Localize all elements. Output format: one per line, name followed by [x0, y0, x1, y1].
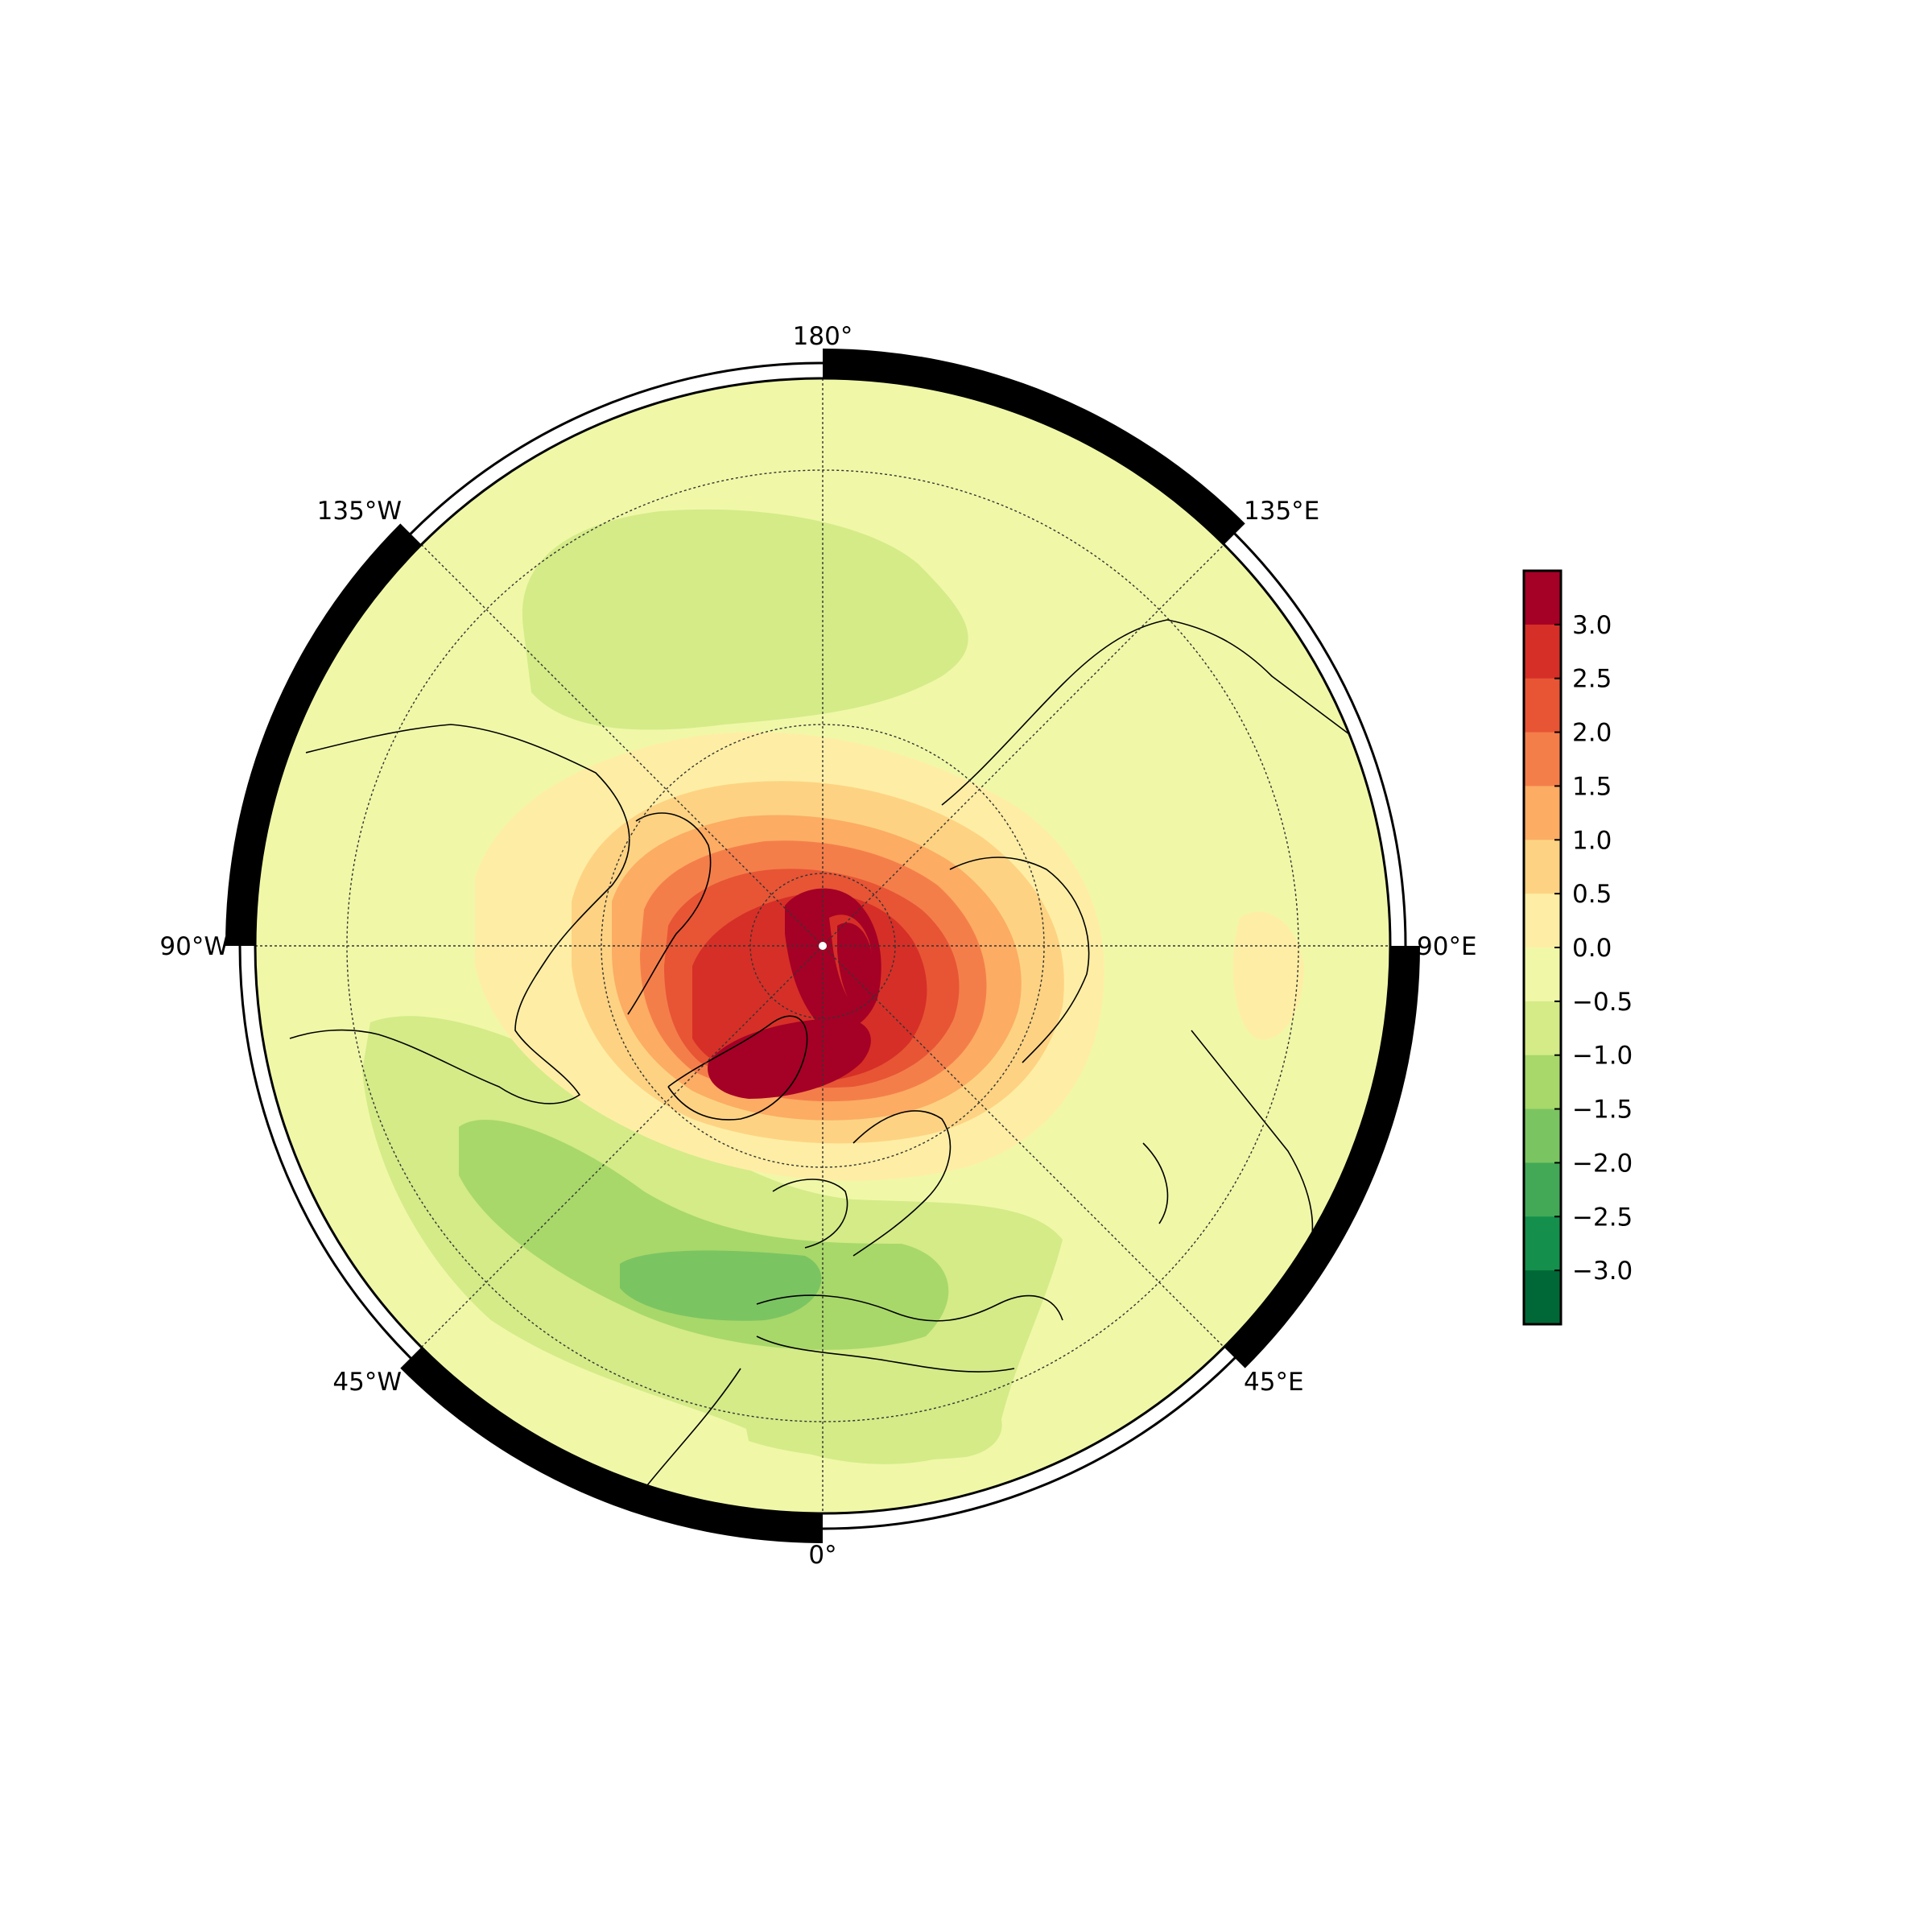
colorbar-tick-label: 0.0 [1572, 934, 1612, 963]
colorbar-tick-label: 2.0 [1572, 719, 1612, 748]
lon-label-90e: 90°E [1417, 932, 1477, 961]
coast-africa [643, 1335, 1015, 1490]
colorbar-tick-label: 1.0 [1572, 826, 1612, 855]
colorbar-swatch [1524, 571, 1561, 625]
border-segment [400, 349, 823, 545]
border-segment [400, 1347, 823, 1543]
lon-label-135e: 135°E [1244, 497, 1319, 526]
contour-negative-atlantic-2 [459, 1120, 949, 1350]
colorbar-tick-label: 2.5 [1572, 665, 1612, 694]
contour-negative-pacific [522, 509, 968, 730]
colorbar-swatch [1524, 786, 1561, 840]
longitude-labels: 180° 135°E 90°E 45°E 0° 45°W 90°W 135°W [159, 322, 1476, 1570]
colorbar: 3.0 2.5 2.0 1.5 1.0 0.5 0.0 −0.5 −1.0 −1.5 −2.0 −2.… [1522, 569, 1633, 1326]
colorbar-swatches [1524, 571, 1561, 1325]
contour-negative-atlantic-3 [620, 1250, 822, 1321]
colorbar-swatch [1524, 1108, 1561, 1163]
border-segment [1224, 946, 1420, 1368]
colorbar-swatch [1524, 1270, 1561, 1325]
lon-label-135w: 135°W [317, 497, 402, 526]
colorbar-swatch [1524, 894, 1561, 948]
lon-label-45w: 45°W [332, 1368, 402, 1397]
map-edge [254, 377, 1392, 1515]
coast-siberia [949, 857, 1090, 1063]
coast-asia [941, 619, 1369, 806]
coastlines [289, 619, 1369, 1490]
coast-greenland [667, 1015, 808, 1121]
colorbar-tick-label: 0.5 [1572, 880, 1612, 909]
border-segment [225, 523, 422, 946]
border-segment [823, 1347, 1245, 1543]
contour-positive-0-east [1232, 911, 1304, 1040]
lon-label-180: 180° [793, 322, 853, 351]
border-segment [225, 946, 422, 1368]
colorbar-tick-label: −0.5 [1572, 988, 1633, 1017]
colorbar-tick-label: 3.0 [1572, 611, 1612, 640]
colorbar-swatch [1524, 1162, 1561, 1217]
contour-negative-africa [741, 1387, 1002, 1460]
colorbar-tick-label: −1.5 [1572, 1096, 1633, 1125]
coast-north-america [289, 724, 630, 1104]
coast-canada-arctic [627, 812, 712, 1015]
anomaly-contour-fills [362, 509, 1304, 1464]
coast-mediterranean [756, 1294, 1063, 1322]
north-pole-marker [819, 942, 827, 950]
border-segment [1224, 523, 1420, 946]
colorbar-swatch [1524, 1055, 1561, 1110]
colorbar-swatch [1524, 678, 1561, 733]
colorbar-tick-label: −2.5 [1572, 1203, 1633, 1232]
colorbar-tick-label: −3.0 [1572, 1257, 1633, 1286]
lon-label-0: 0° [808, 1541, 836, 1570]
lon-label-45e: 45°E [1244, 1368, 1304, 1397]
map-border-ring [225, 349, 1420, 1543]
colorbar-swatch [1524, 1216, 1561, 1271]
colorbar-swatch [1524, 840, 1561, 894]
colorbar-swatch [1524, 732, 1561, 786]
colorbar-swatch [1524, 1001, 1561, 1056]
contour-positive-30-d [837, 923, 873, 1010]
lon-label-90w: 90°W [159, 932, 229, 961]
colorbar-swatch [1524, 624, 1561, 679]
coast-europe [772, 1110, 952, 1257]
colorbar-tick-label: −1.0 [1572, 1042, 1633, 1071]
border-segment [823, 349, 1245, 545]
colorbar-ticks: 3.0 2.5 2.0 1.5 1.0 0.5 0.0 −0.5 −1.0 −1.5 −2.0 −2.… [1554, 611, 1633, 1286]
colorbar-tick-label: −2.0 [1572, 1149, 1633, 1178]
colorbar-swatch [1524, 947, 1561, 1002]
colorbar-tick-label: 1.5 [1572, 772, 1612, 801]
